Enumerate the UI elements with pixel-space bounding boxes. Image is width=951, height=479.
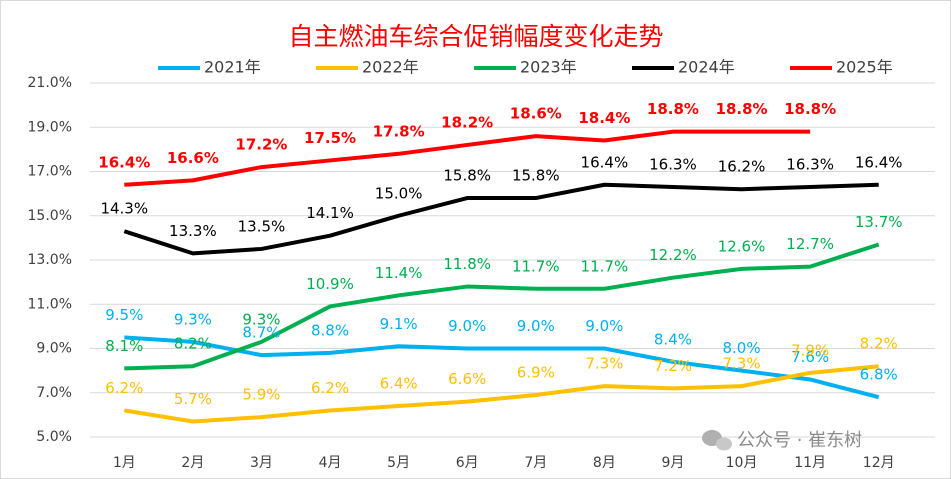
x-tick-label: 11月 <box>794 455 826 471</box>
data-label: 15.8% <box>512 167 560 185</box>
x-tick-label: 7月 <box>524 455 547 471</box>
series-line <box>123 182 879 256</box>
y-tick-label: 5.0% <box>36 429 72 445</box>
data-label: 15.0% <box>375 184 423 202</box>
data-label: 18.6% <box>510 105 562 123</box>
data-label: 8.1% <box>105 337 143 355</box>
series-line <box>124 129 811 187</box>
data-label: 9.5% <box>105 306 143 324</box>
x-tick-label: 8月 <box>593 455 616 471</box>
data-label: 5.9% <box>242 386 280 404</box>
data-label: 16.3% <box>786 155 834 173</box>
data-label: 13.5% <box>238 217 286 235</box>
data-label: 12.2% <box>649 246 697 264</box>
data-label: 12.7% <box>786 235 834 253</box>
data-label: 7.6% <box>791 348 829 366</box>
x-tick-label: 9月 <box>661 455 684 471</box>
data-label: 7.3% <box>585 355 623 373</box>
data-label: 18.8% <box>647 100 699 118</box>
x-tick-label: 10月 <box>726 455 758 471</box>
series-line <box>123 364 879 424</box>
data-label: 6.2% <box>105 379 143 397</box>
series-line <box>124 335 880 400</box>
x-tick-label: 5月 <box>387 455 410 471</box>
data-label: 16.4% <box>855 153 903 171</box>
legend-label: 2023年 <box>520 58 577 77</box>
data-label: 18.8% <box>784 100 836 118</box>
data-label: 5.7% <box>174 390 212 408</box>
y-tick-label: 19.0% <box>28 119 72 135</box>
data-label: 8.8% <box>311 321 349 339</box>
legend-label: 2025年 <box>836 58 893 77</box>
data-label: 7.2% <box>654 357 692 375</box>
data-label: 9.0% <box>585 317 623 335</box>
data-label: 8.7% <box>242 324 280 342</box>
y-tick-label: 7.0% <box>36 385 72 401</box>
data-label: 14.3% <box>100 200 148 218</box>
data-label: 7.3% <box>722 355 760 373</box>
y-tick-label: 9.0% <box>36 341 72 357</box>
legend-label: 2021年 <box>204 58 261 77</box>
watermark-icon <box>702 430 732 451</box>
data-label: 17.2% <box>235 136 287 154</box>
data-label: 9.0% <box>517 317 555 335</box>
data-label: 18.8% <box>716 100 768 118</box>
data-label: 16.4% <box>581 153 629 171</box>
data-label: 13.7% <box>855 213 903 231</box>
data-label: 8.0% <box>722 339 760 357</box>
data-label: 17.5% <box>304 129 356 147</box>
data-label: 9.3% <box>174 310 212 328</box>
data-label: 7.9% <box>791 341 829 359</box>
data-label: 16.6% <box>167 149 219 167</box>
data-label: 6.9% <box>517 363 555 381</box>
chart-title: 自主燃油车综合促销幅度变化走势 <box>288 22 663 51</box>
y-tick-label: 15.0% <box>28 208 72 224</box>
series-line <box>124 242 880 371</box>
data-label: 6.2% <box>311 379 349 397</box>
watermark: 公众号 · 崔东树 <box>737 430 862 451</box>
data-label: 18.2% <box>441 113 493 131</box>
data-label: 12.6% <box>718 237 766 255</box>
data-label: 18.4% <box>578 109 630 127</box>
data-label: 16.3% <box>649 155 697 173</box>
x-tick-label: 12月 <box>863 455 895 471</box>
data-label: 9.1% <box>380 315 418 333</box>
x-tick-label: 3月 <box>250 455 273 471</box>
data-label: 16.2% <box>718 158 766 176</box>
legend-label: 2022年 <box>362 58 419 77</box>
data-label: 16.4% <box>98 153 150 171</box>
data-label: 6.4% <box>380 375 418 393</box>
data-label: 6.6% <box>448 370 486 388</box>
data-label: 15.8% <box>443 167 491 185</box>
data-label: 11.8% <box>443 255 491 273</box>
data-label: 9.3% <box>242 310 280 328</box>
data-label: 9.0% <box>448 317 486 335</box>
x-tick-label: 4月 <box>319 455 342 471</box>
data-label: 17.8% <box>373 122 425 140</box>
x-tick-label: 2月 <box>181 455 204 471</box>
x-tick-label: 1月 <box>113 455 136 471</box>
data-label: 8.2% <box>860 335 898 353</box>
data-label: 6.8% <box>860 366 898 384</box>
data-label: 11.7% <box>512 257 560 275</box>
legend-label: 2024年 <box>678 58 735 77</box>
data-label: 10.9% <box>306 275 354 293</box>
y-tick-label: 17.0% <box>28 164 72 180</box>
data-label: 14.1% <box>306 204 354 222</box>
data-label: 11.7% <box>581 257 629 275</box>
data-label: 11.4% <box>375 264 423 282</box>
x-tick-label: 6月 <box>456 455 479 471</box>
y-tick-label: 11.0% <box>28 296 72 312</box>
data-label: 8.2% <box>174 335 212 353</box>
y-tick-label: 21.0% <box>28 75 72 91</box>
data-label: 8.4% <box>654 330 692 348</box>
data-label: 13.3% <box>169 222 217 240</box>
y-tick-label: 13.0% <box>28 252 72 268</box>
